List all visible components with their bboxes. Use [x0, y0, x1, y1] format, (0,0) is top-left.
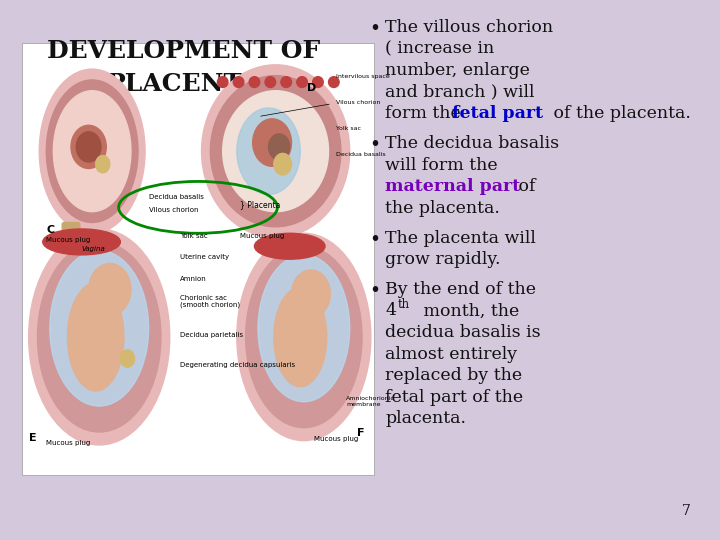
Text: •: •	[369, 135, 380, 154]
Text: ( increase in: ( increase in	[385, 40, 495, 57]
Text: Yolk sac: Yolk sac	[180, 233, 208, 239]
Text: DEVELOPMENT OF: DEVELOPMENT OF	[47, 39, 320, 63]
Text: month, the: month, the	[418, 302, 519, 319]
Text: 7: 7	[683, 504, 691, 518]
Text: maternal part: maternal part	[385, 178, 521, 195]
Ellipse shape	[258, 255, 350, 402]
FancyBboxPatch shape	[62, 222, 80, 240]
Text: Mucous plug: Mucous plug	[315, 436, 359, 442]
Ellipse shape	[50, 251, 148, 406]
Text: Vagina: Vagina	[81, 246, 105, 252]
Text: F: F	[357, 428, 364, 438]
Ellipse shape	[328, 77, 339, 87]
Text: •: •	[369, 19, 380, 38]
Text: placenta.: placenta.	[385, 410, 467, 427]
Ellipse shape	[37, 242, 161, 432]
Ellipse shape	[312, 77, 323, 87]
Text: The decidua basalis: The decidua basalis	[385, 135, 559, 152]
Text: th: th	[398, 298, 410, 311]
Ellipse shape	[246, 246, 362, 428]
FancyBboxPatch shape	[22, 43, 374, 475]
Ellipse shape	[249, 77, 260, 87]
Text: 4: 4	[385, 302, 396, 319]
Text: } Placenta: } Placenta	[240, 200, 281, 210]
Text: form the: form the	[385, 105, 467, 122]
Text: number, enlarge: number, enlarge	[385, 62, 530, 79]
Text: grow rapidly.: grow rapidly.	[385, 251, 500, 268]
Text: Uterine cavity: Uterine cavity	[180, 254, 230, 260]
Circle shape	[274, 153, 292, 175]
Text: will form the: will form the	[385, 157, 498, 173]
Text: fetal part: fetal part	[452, 105, 544, 122]
Text: Chorionic sac
(smooth chorion): Chorionic sac (smooth chorion)	[180, 295, 240, 308]
Text: •: •	[369, 281, 380, 300]
Ellipse shape	[42, 229, 120, 255]
Ellipse shape	[217, 77, 228, 87]
Text: Intervilous space: Intervilous space	[336, 74, 390, 79]
Text: PLACENTA: PLACENTA	[107, 72, 261, 96]
Text: Decidua parietalis: Decidua parietalis	[180, 332, 243, 338]
Text: The placenta will: The placenta will	[385, 230, 536, 246]
Text: E: E	[29, 433, 36, 443]
Text: Decidua basalis: Decidua basalis	[148, 194, 204, 200]
Ellipse shape	[210, 76, 341, 227]
Ellipse shape	[233, 77, 244, 87]
Text: By the end of the: By the end of the	[385, 281, 536, 298]
Ellipse shape	[68, 283, 124, 391]
Text: Vilous chorion: Vilous chorion	[148, 207, 198, 213]
Ellipse shape	[237, 108, 300, 194]
Ellipse shape	[254, 233, 325, 259]
Ellipse shape	[29, 229, 170, 445]
Ellipse shape	[265, 77, 276, 87]
Text: The villous chorion: The villous chorion	[385, 19, 554, 36]
Text: Mucous plug: Mucous plug	[46, 440, 91, 446]
Text: Amniochorionic
membrane: Amniochorionic membrane	[346, 396, 395, 407]
Ellipse shape	[46, 80, 138, 222]
Text: replaced by the: replaced by the	[385, 367, 522, 384]
Text: Yolk sac: Yolk sac	[336, 126, 361, 131]
Circle shape	[292, 270, 330, 318]
Ellipse shape	[281, 77, 292, 87]
Ellipse shape	[39, 69, 145, 233]
Circle shape	[71, 125, 107, 168]
Text: Vilous chorion: Vilous chorion	[336, 100, 380, 105]
Circle shape	[120, 350, 135, 367]
Ellipse shape	[53, 91, 131, 212]
Circle shape	[76, 132, 101, 162]
Text: of the placenta.: of the placenta.	[548, 105, 690, 122]
Text: Decidua basalis: Decidua basalis	[336, 152, 385, 157]
Text: and branch ) will: and branch ) will	[385, 84, 535, 100]
Text: the placenta.: the placenta.	[385, 200, 500, 217]
Text: Mucous plug: Mucous plug	[240, 233, 284, 239]
Circle shape	[96, 156, 109, 173]
Text: D: D	[307, 83, 317, 93]
Ellipse shape	[297, 77, 307, 87]
Text: C: C	[46, 225, 55, 235]
Text: Degenerating decidua capsularis: Degenerating decidua capsularis	[180, 362, 295, 368]
Text: Mucous plug: Mucous plug	[46, 237, 91, 243]
Text: decidua basalis is: decidua basalis is	[385, 324, 541, 341]
Text: •: •	[369, 230, 380, 248]
Text: almost entirely: almost entirely	[385, 346, 518, 362]
Text: Amnion: Amnion	[180, 276, 207, 282]
Ellipse shape	[202, 65, 350, 238]
Circle shape	[89, 264, 131, 315]
Ellipse shape	[274, 287, 327, 387]
Circle shape	[269, 134, 289, 160]
Ellipse shape	[237, 233, 371, 441]
Ellipse shape	[222, 91, 328, 212]
Circle shape	[253, 119, 292, 166]
Text: fetal part of the: fetal part of the	[385, 389, 523, 406]
Text: of: of	[513, 178, 536, 195]
